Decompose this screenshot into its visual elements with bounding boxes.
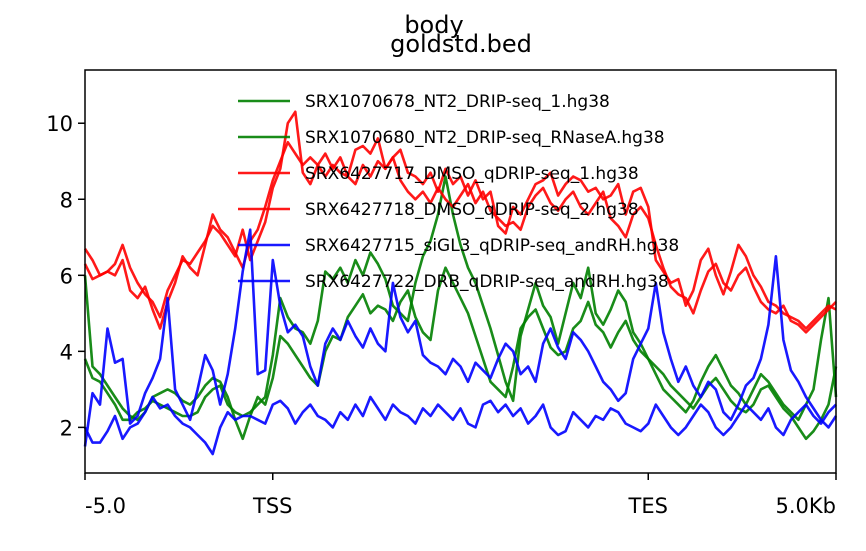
chart-title: body goldstd.bed: [390, 11, 532, 58]
series-line-1: [83, 175, 838, 422]
y-tick-label: 6: [60, 264, 73, 288]
y-tick-label: 10: [46, 112, 73, 136]
legend: SRX1070678_NT2_DRIP-seq_1.hg38 SRX1070680…: [238, 92, 679, 292]
legend-label: SRX6427718_DMSO_qDRIP-seq_2.hg38: [305, 200, 639, 220]
y-axis: 2 4 6 8 10: [46, 112, 85, 440]
series-line-5: [83, 228, 838, 447]
legend-label: SRX1070678_NT2_DRIP-seq_1.hg38: [305, 92, 610, 112]
x-tick-label: 5.0Kb: [776, 494, 837, 518]
x-axis: -5.0 TSS TES 5.0Kb: [84, 473, 837, 518]
x-tick-label: TSS: [252, 494, 293, 518]
plot-area-frame: [84, 69, 837, 474]
y-tick-label: 2: [60, 416, 73, 440]
y-tick-label: 4: [60, 340, 73, 364]
series-layer: [83, 110, 838, 456]
chart-title-line-1: body: [404, 11, 463, 39]
legend-label: SRX1070680_NT2_DRIP-seq_RNaseA.hg38: [305, 128, 665, 148]
x-tick-label: -5.0: [85, 494, 126, 518]
chart-title-line-2: goldstd.bed: [390, 30, 532, 58]
series-line-6: [83, 395, 837, 456]
series-line-3: [83, 110, 837, 330]
legend-label: SRX6427715_siGL3_qDRIP-seq_andRH.hg38: [305, 236, 679, 256]
series-line-4: [83, 140, 837, 334]
legend-label: SRX6427717_DMSO_qDRIP-seq_1.hg38: [305, 164, 639, 184]
y-tick-label: 8: [60, 188, 73, 212]
legend-label: SRX6427722_DRB_qDRIP-seq_andRH.hg38: [305, 272, 669, 292]
x-tick-label: TES: [628, 494, 668, 518]
